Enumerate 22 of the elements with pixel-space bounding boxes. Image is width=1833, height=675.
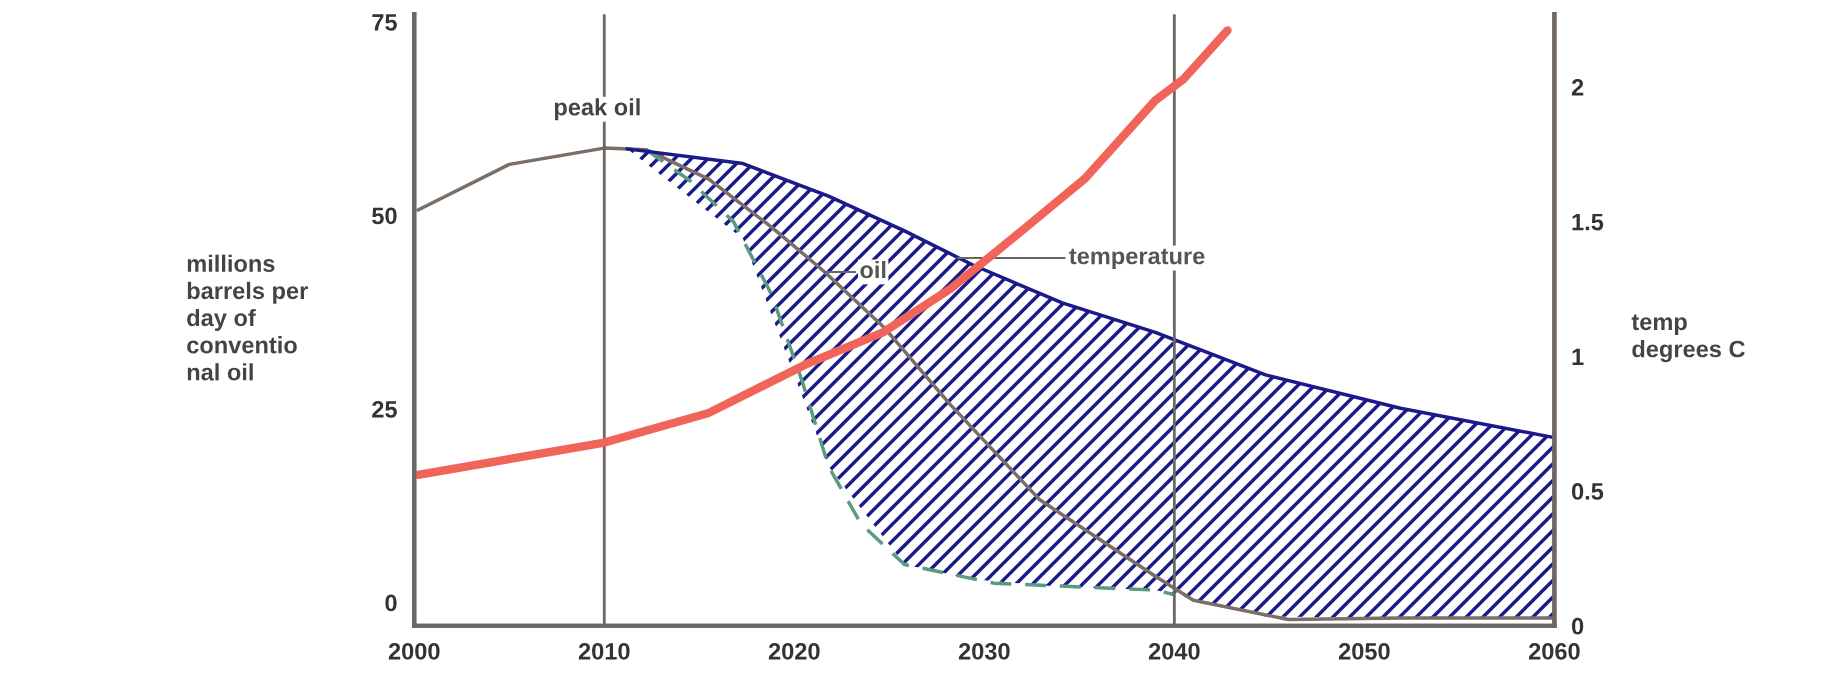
y-axis-title: millions barrels per day of conventio nal oil bbox=[187, 254, 308, 381]
line-series bbox=[625, 147, 1555, 440]
y2-axis-title: temp degrees C bbox=[1631, 314, 1745, 363]
annotation: peak oil bbox=[554, 98, 640, 121]
x-tick-label: 2050 bbox=[1338, 643, 1390, 660]
y-tick-label: 75 bbox=[372, 14, 397, 31]
y2-tick-label: 0 bbox=[1571, 617, 1584, 635]
x-tick-label: 2010 bbox=[578, 643, 630, 660]
annotation: oil bbox=[860, 260, 886, 279]
x-tick-label: 2040 bbox=[1148, 643, 1200, 660]
y-tick-label: 25 bbox=[372, 401, 397, 418]
annotation: temperature bbox=[1069, 248, 1205, 270]
x-tick-label: 2020 bbox=[768, 643, 820, 660]
y2-tick-label: 1 bbox=[1572, 348, 1584, 365]
x-tick-label: 2060 bbox=[1528, 643, 1580, 660]
y2-tick-label: 1.5 bbox=[1572, 213, 1604, 231]
x-tick-label: 2000 bbox=[388, 643, 440, 660]
y-tick-label: 50 bbox=[372, 207, 397, 225]
y2-tick-label: 2 bbox=[1571, 78, 1584, 96]
y2-tick-label: 0.5 bbox=[1571, 483, 1604, 500]
y-tick-label: 0 bbox=[385, 594, 397, 612]
x-tick-label: 2030 bbox=[958, 643, 1010, 660]
